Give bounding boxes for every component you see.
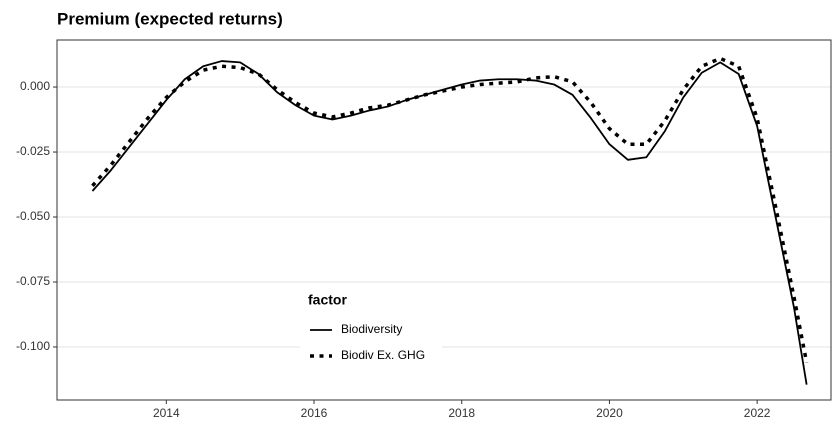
y-tick-label: -0.100 <box>16 339 50 353</box>
x-tick-label: 2020 <box>596 406 623 420</box>
series-line <box>91 56 809 363</box>
panel-border <box>56 39 832 401</box>
legend-label: Biodiv Ex. GHG <box>341 348 425 362</box>
x-tick-label: 2018 <box>448 406 475 420</box>
series-line <box>91 60 808 385</box>
y-tick-label: 0.000 <box>20 79 50 93</box>
legend-label: Biodiversity <box>341 322 402 336</box>
y-tick-label: -0.025 <box>16 144 50 158</box>
y-tick-label: -0.050 <box>16 209 50 223</box>
chart-title: Premium (expected returns) <box>57 9 283 28</box>
x-tick-label: 2016 <box>301 406 328 420</box>
legend-title: factor <box>308 292 347 308</box>
x-tick-label: 2022 <box>744 406 771 420</box>
y-tick-label: -0.075 <box>16 274 50 288</box>
x-tick-label: 2014 <box>153 406 180 420</box>
